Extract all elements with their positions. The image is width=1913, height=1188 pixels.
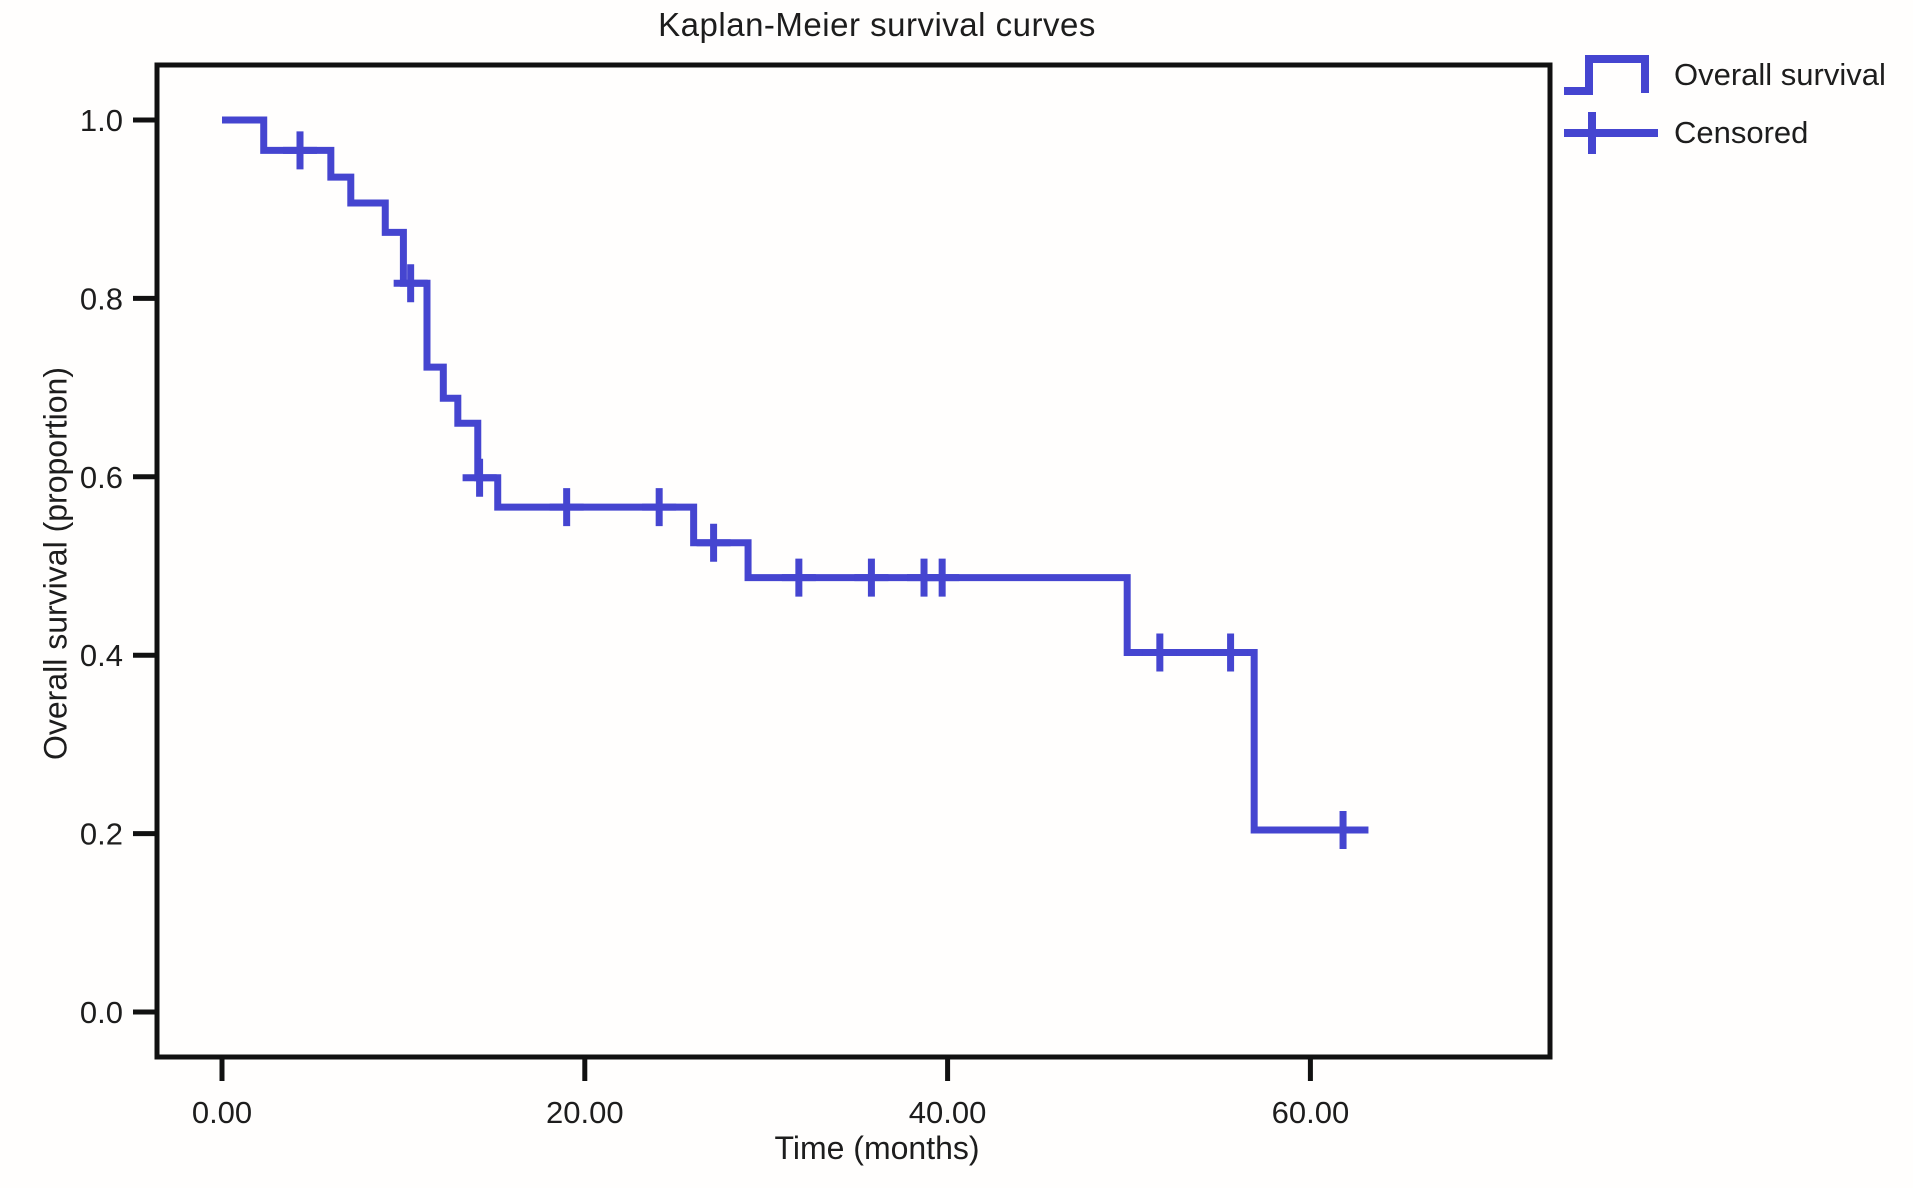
chart-title: Kaplan-Meier survival curves [658, 6, 1096, 43]
censor-mark [462, 458, 497, 497]
censor-mark [925, 558, 960, 597]
censor-mark [1213, 633, 1248, 672]
x-tick-label: 40.00 [909, 1095, 987, 1130]
survival-curve [222, 116, 1369, 834]
censor-mark [642, 488, 677, 527]
x-tick-label: 0.00 [192, 1095, 252, 1130]
censor-mark [781, 558, 816, 597]
y-tick-label: 0.0 [80, 995, 123, 1030]
step-line-icon [1564, 55, 1649, 95]
x-axis-label: Time (months) [774, 1130, 980, 1166]
legend: Overall survival Censored [1562, 46, 1886, 162]
censor-mark [393, 264, 428, 303]
censored-plus-icon [1564, 112, 1658, 154]
censor-mark [1326, 811, 1361, 850]
censor-mark [1142, 633, 1177, 672]
censor-mark [854, 558, 889, 597]
censor-mark [549, 488, 584, 527]
y-tick-label: 0.2 [80, 817, 123, 852]
x-tick-label: 60.00 [1272, 1095, 1350, 1130]
legend-label-overall-survival: Overall survival [1674, 57, 1886, 92]
legend-item-censored: Censored [1562, 104, 1886, 162]
censor-mark [696, 523, 731, 562]
legend-item-overall-survival: Overall survival [1562, 46, 1886, 104]
y-tick-label: 0.8 [80, 281, 123, 316]
plot-frame [154, 62, 1553, 1060]
legend-label-censored: Censored [1674, 115, 1809, 150]
y-tick-label: 1.0 [80, 103, 123, 138]
censor-mark [283, 131, 318, 170]
y-tick-label: 0.6 [80, 460, 123, 495]
x-tick-label: 20.00 [546, 1095, 624, 1130]
y-tick-label: 0.4 [80, 638, 123, 673]
